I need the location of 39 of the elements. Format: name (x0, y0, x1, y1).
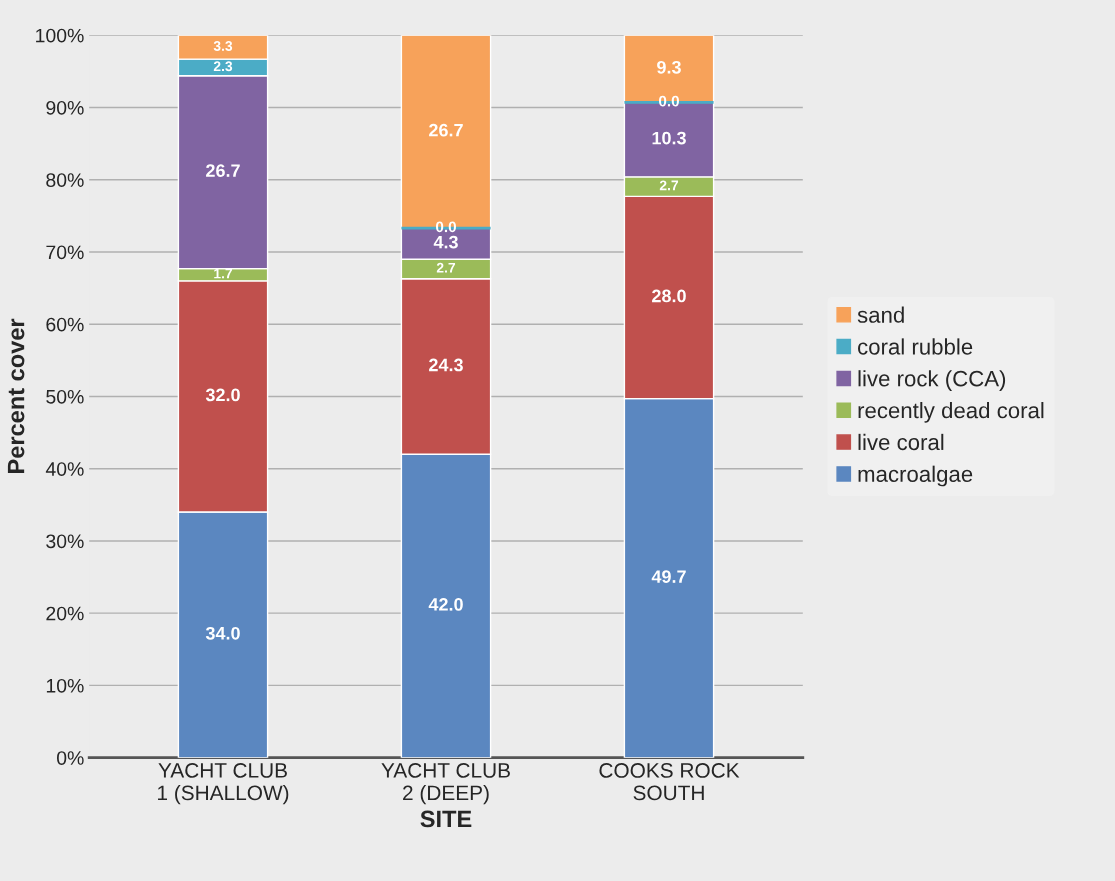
data-label: 0.0 (435, 221, 456, 233)
y-tick-label: 50% (46, 389, 84, 404)
data-label: 26.7 (206, 164, 240, 177)
y-tick-label: 100% (36, 28, 84, 43)
legend-label: live rock (CCA) (858, 370, 1006, 391)
data-label: 4.3 (433, 235, 458, 249)
data-label: 10.3 (652, 131, 686, 145)
data-label: 28.0 (652, 289, 686, 303)
data-label: 42.0 (428, 598, 463, 611)
y-tick-label: 70% (46, 245, 84, 260)
y-tick-label: 20% (46, 606, 84, 621)
y-tick-label: 80% (46, 173, 84, 187)
data-label: 2.7 (659, 180, 679, 191)
x-axis-title: SITE (420, 810, 472, 828)
data-label: 1.7 (214, 268, 233, 279)
data-label: 24.3 (429, 358, 463, 372)
legend-label: recently dead coral (858, 402, 1044, 423)
y-tick-label: 0% (57, 751, 84, 765)
data-label: 9.3 (657, 60, 681, 74)
data-label: 3.3 (213, 41, 233, 51)
legend-label: sand (857, 306, 904, 323)
x-tick-label: COOKS ROCK SOUTH (599, 763, 740, 801)
y-axis-title: Percent cover (7, 318, 25, 473)
legend-label: live coral (858, 433, 944, 451)
data-label: 2.7 (436, 262, 456, 273)
data-label: 32.0 (205, 388, 240, 402)
legend-label: coral rubble (858, 338, 973, 355)
y-tick-label: 10% (46, 678, 84, 693)
data-label: 34.0 (205, 626, 240, 640)
x-tick-label: YACHT CLUB 1 (SHALLOW) (158, 763, 289, 805)
data-label: 49.7 (651, 570, 686, 583)
y-tick-label: 60% (46, 317, 84, 332)
y-tick-label: 30% (46, 534, 84, 549)
y-tick-label: 40% (45, 462, 84, 476)
data-label: 2.3 (213, 61, 233, 72)
x-tick-label: YACHT CLUB 2 (DEEP) (381, 763, 510, 805)
data-label: 26.7 (429, 123, 463, 137)
legend-label: macroalgae (858, 465, 973, 487)
y-tick-label: 90% (46, 100, 84, 115)
